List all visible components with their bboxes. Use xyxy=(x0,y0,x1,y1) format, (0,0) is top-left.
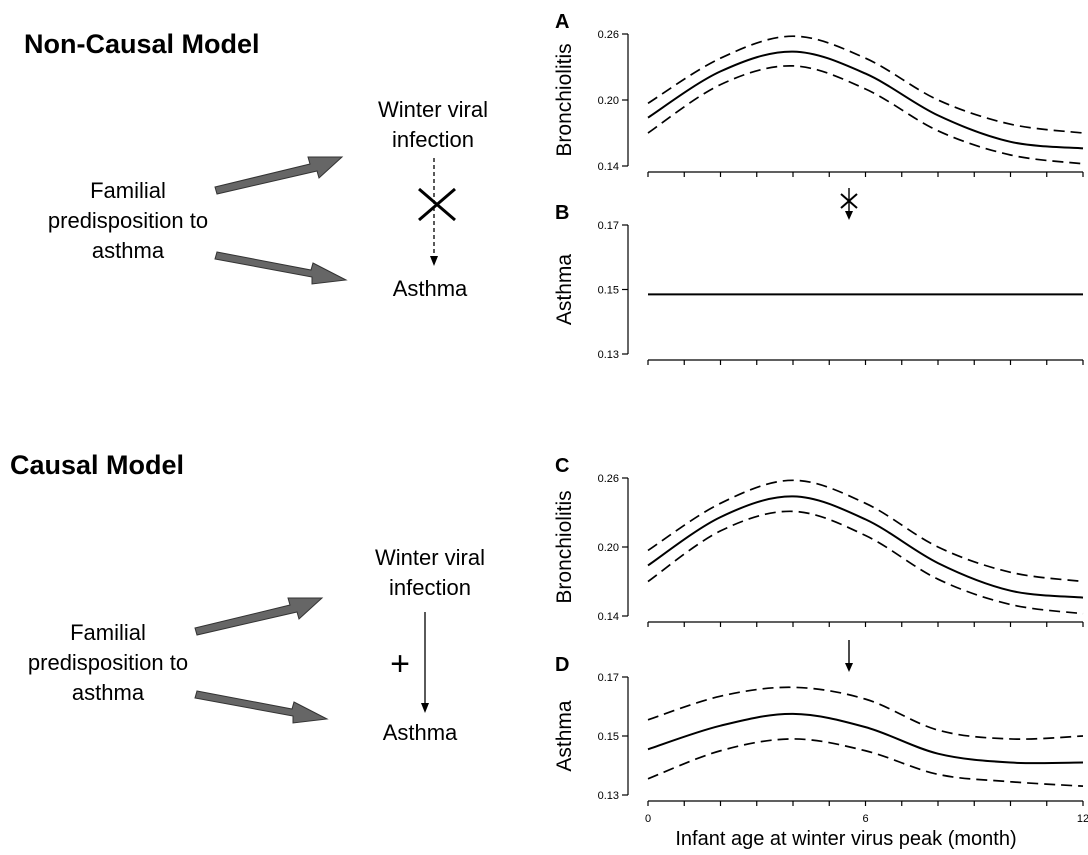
panel-label: B xyxy=(555,202,569,224)
series-estimate xyxy=(647,495,1084,599)
y-tick-label: 0.17 xyxy=(598,672,619,684)
series-ci-bound xyxy=(647,738,1084,787)
y-axis-title: Asthma xyxy=(553,254,576,326)
panel-label: D xyxy=(555,654,569,676)
crossed-arrow-icon xyxy=(840,188,858,220)
series-ci-bound xyxy=(647,686,1084,740)
panel-label: C xyxy=(555,455,569,477)
series-estimate xyxy=(647,712,1084,765)
y-axis-title: Asthma xyxy=(553,700,576,772)
panel-label: A xyxy=(555,11,569,33)
infection-label-line1: Winter viral xyxy=(378,97,488,122)
arrow-to-outcome xyxy=(194,690,329,724)
y-axis-title: Bronchiolitis xyxy=(553,43,576,156)
y-tick-label: 0.15 xyxy=(598,731,619,743)
y-axis-title: Bronchiolitis xyxy=(553,490,576,603)
y-tick-label: 0.20 xyxy=(598,95,619,107)
y-tick-label: 0.14 xyxy=(598,161,619,173)
causal-diagram: Causal Model Familial predisposition to … xyxy=(10,450,485,745)
non-causal-title: Non-Causal Model xyxy=(24,29,260,59)
x-tick-label: 0 xyxy=(645,813,651,825)
predisposition-label-line1: Familial xyxy=(70,620,146,645)
causal-title: Causal Model xyxy=(10,450,184,480)
causal-link-head xyxy=(421,703,429,713)
x-tick-label: 6 xyxy=(862,813,868,825)
series-estimate xyxy=(647,50,1084,150)
outcome-label: Asthma xyxy=(383,720,458,745)
arrow-to-infection xyxy=(214,156,344,195)
y-tick-label: 0.26 xyxy=(598,29,619,41)
predisposition-label-line3: asthma xyxy=(72,680,145,705)
predisposition-label-line3: asthma xyxy=(92,238,165,263)
predisposition-label-line2: predisposition to xyxy=(48,208,208,233)
dashed-link-head xyxy=(430,256,438,266)
panel-a: A 0.14 0.20 0.26 Bronchiolitis xyxy=(553,11,1084,177)
infection-label-line2: infection xyxy=(389,575,471,600)
panel-c: C 0.14 0.20 0.26 Bronchiolitis xyxy=(553,455,1084,627)
arrow-to-outcome xyxy=(214,251,348,285)
arrow-to-infection xyxy=(194,597,324,636)
y-tick-label: 0.13 xyxy=(598,349,619,361)
y-tick-label: 0.14 xyxy=(598,611,619,623)
y-tick-label: 0.15 xyxy=(598,285,619,297)
predisposition-label-line2: predisposition to xyxy=(28,650,188,675)
plus-sign: + xyxy=(390,645,410,683)
y-tick-label: 0.13 xyxy=(598,790,619,802)
infection-label-line1: Winter viral xyxy=(375,545,485,570)
x-tick-label: 12 xyxy=(1077,813,1088,825)
predisposition-label-line1: Familial xyxy=(90,178,166,203)
x-axis-title: Infant age at winter virus peak (month) xyxy=(675,828,1016,850)
panel-d: D 0.13 0.15 0.17 Asthma 0 6 12 xyxy=(553,640,1088,825)
series-ci-bound xyxy=(647,35,1084,134)
infection-label-line2: infection xyxy=(392,127,474,152)
series-ci-bound xyxy=(647,479,1084,583)
cross-icon xyxy=(418,187,456,222)
panel-b: B 0.13 0.15 0.17 Asthma xyxy=(553,188,1084,365)
down-arrow-icon xyxy=(845,640,853,672)
chart-panels: A 0.14 0.20 0.26 Bronchiolitis B 0.13 0.15 0.17 A… xyxy=(553,11,1088,825)
outcome-label: Asthma xyxy=(393,276,468,301)
y-tick-label: 0.17 xyxy=(598,220,619,232)
series-ci-bound xyxy=(647,65,1084,165)
series-ci-bound xyxy=(647,510,1084,615)
y-tick-label: 0.26 xyxy=(598,473,619,485)
y-tick-label: 0.20 xyxy=(598,542,619,554)
non-causal-diagram: Non-Causal Model Familial predisposition… xyxy=(24,29,488,301)
